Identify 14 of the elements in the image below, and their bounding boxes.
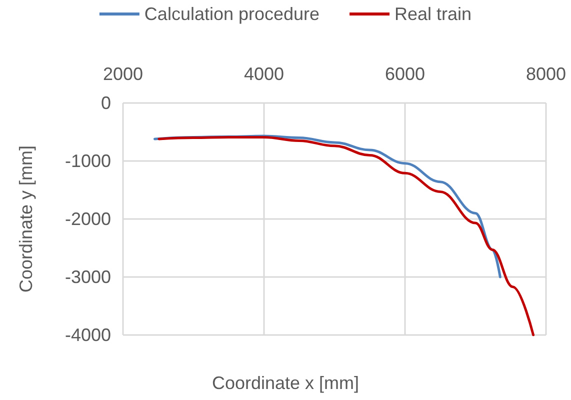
legend-label: Calculation procedure [144,4,320,24]
y-tick-label: -3000 [64,267,111,287]
x-axis-title: Coordinate x [mm] [212,373,360,393]
x-tick-label: 4000 [244,64,284,84]
legend-label: Real train [394,4,472,24]
line-series [158,136,535,336]
x-tick-label: 2000 [102,64,144,84]
y-tick-label: -1000 [64,151,111,171]
x-tick-label: 8000 [526,64,566,84]
y-tick-label: -2000 [64,209,111,229]
y-tick-label: -4000 [64,325,111,345]
y-axis-title: Coordinate y [mm] [16,145,36,293]
y-tick-label: 0 [100,93,111,113]
x-tick-label: 6000 [384,64,426,84]
